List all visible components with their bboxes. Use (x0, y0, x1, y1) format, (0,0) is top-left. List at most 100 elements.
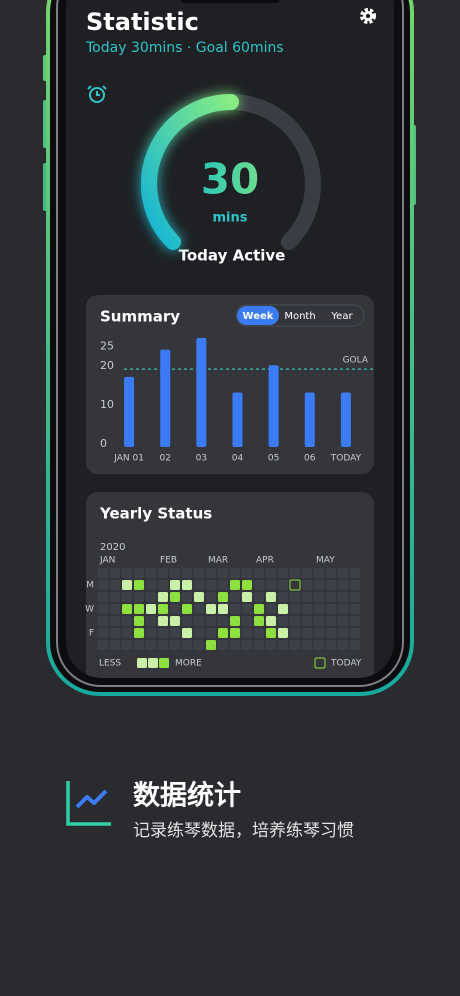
heat-cell (194, 616, 204, 626)
heat-cell (122, 580, 132, 590)
heat-cell (326, 580, 336, 590)
gauge-value: 30 (201, 155, 259, 204)
heat-cell (194, 568, 204, 578)
heat-cell (122, 592, 132, 602)
heat-cell (122, 568, 132, 578)
bar (124, 376, 135, 447)
x-tick-label: 03 (196, 454, 207, 464)
tab[interactable]: Month (284, 311, 315, 322)
y-tick-label: 20 (100, 359, 114, 372)
heat-cell (254, 616, 264, 626)
tab-bar (235, 304, 365, 327)
heat-cell (134, 616, 144, 626)
heat-cell (350, 580, 360, 590)
heat-cell (266, 580, 276, 590)
heat-cell (206, 604, 216, 614)
heat-cell (230, 604, 240, 614)
heat-cell (350, 628, 360, 638)
heat-cell (110, 592, 120, 602)
goal-label: GOLA (343, 356, 369, 366)
heat-cell (242, 604, 252, 614)
heat-cell (350, 604, 360, 614)
heat-cell (326, 568, 336, 578)
heat-cell (98, 628, 108, 638)
clock (89, 87, 105, 103)
heat-cell (338, 568, 348, 578)
x-tick-label: 05 (268, 454, 279, 464)
heat-cell (218, 592, 228, 602)
x-tick-label: JAN 01 (113, 454, 144, 464)
heat-cell (338, 628, 348, 638)
app: Statistic Today 30mins · Goal 60mins 30 … (85, 0, 376, 678)
settings-icon[interactable] (360, 8, 376, 24)
heat-cell (314, 592, 324, 602)
subtitle: Today 30mins · Goal 60mins (85, 40, 284, 56)
heat-cell (194, 640, 204, 650)
phone-bezel (56, 0, 404, 687)
y-tick-label: 10 (100, 398, 114, 411)
heat-cell (194, 580, 204, 590)
heat-cell (146, 568, 156, 578)
heat-cell (289, 579, 301, 591)
heat-cell (242, 580, 252, 590)
heat-cell (170, 628, 180, 638)
heat-cell (278, 604, 288, 614)
legend-swatch (137, 658, 147, 668)
heat-cell (350, 592, 360, 602)
heat-cell (290, 568, 300, 578)
month-label: MAR (208, 556, 228, 566)
notch (180, 0, 280, 3)
tab[interactable]: Week (243, 311, 274, 322)
heat-cell (266, 640, 276, 650)
card-title: Yearly Status (99, 505, 212, 523)
y-tick-label: 25 (100, 340, 114, 353)
heat-cell (134, 640, 144, 650)
heat-cell (302, 640, 312, 650)
x-tick-label: 02 (159, 454, 170, 464)
heat-cell (110, 628, 120, 638)
alarm-icon[interactable] (87, 85, 107, 103)
tab-active (237, 306, 279, 325)
month-label: MAY (316, 556, 335, 566)
bar (340, 392, 351, 447)
heat-cell (170, 592, 180, 602)
legend-today: TODAY (330, 659, 362, 669)
heat-cell (158, 592, 168, 602)
heat-cell (98, 580, 108, 590)
gauge: 30 mins Today Active (140, 93, 321, 265)
heat-cell (182, 616, 192, 626)
heat-cell (290, 592, 300, 602)
year-label: 2020 (100, 542, 125, 553)
legend-swatch (148, 658, 158, 668)
heat-cell (182, 604, 192, 614)
bar (304, 392, 315, 447)
bar (232, 392, 243, 447)
footer-icon (66, 781, 111, 826)
heat-cell (122, 616, 132, 626)
heat-cell (254, 604, 264, 614)
heat-cell (314, 604, 324, 614)
heat-cell (242, 592, 252, 602)
heat-cell (218, 628, 228, 638)
heat-cell (134, 568, 144, 578)
heat-cell (182, 568, 192, 578)
heat-cell (218, 580, 228, 590)
gear (360, 8, 376, 24)
heat-cell (134, 580, 144, 590)
heat-cell (278, 568, 288, 578)
heat-cell (266, 568, 276, 578)
heat-cell (206, 580, 216, 590)
heat-cell (254, 580, 264, 590)
summary-card (86, 295, 374, 474)
tab[interactable]: Year (330, 311, 353, 322)
heat-cell (350, 640, 360, 650)
heat-cell (218, 616, 228, 626)
heat-cell (254, 628, 264, 638)
heat-cell (206, 628, 216, 638)
legend-today-swatch (314, 657, 326, 669)
heat-cell (182, 628, 192, 638)
heat-cell (278, 580, 288, 590)
heat-cell (146, 592, 156, 602)
